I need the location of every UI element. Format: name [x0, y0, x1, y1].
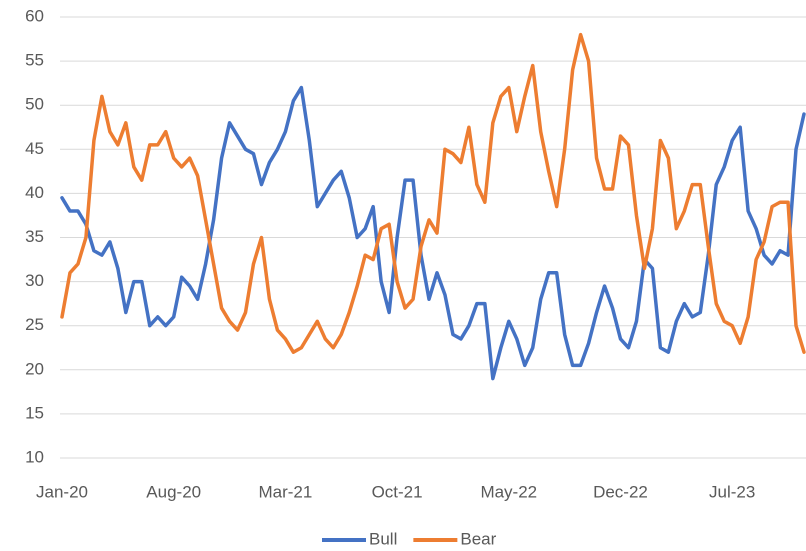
x-tick-label: Aug-20 [146, 482, 201, 501]
y-tick-label: 20 [25, 359, 44, 378]
series-line [60, 32, 806, 354]
x-tick-label: Jan-20 [36, 482, 88, 501]
y-tick-label: 40 [25, 183, 44, 202]
y-tick-label: 10 [25, 447, 44, 466]
series-line [60, 85, 806, 381]
x-tick-label: Mar-21 [258, 482, 312, 501]
y-tick-label: 55 [25, 51, 44, 70]
y-tick-label: 30 [25, 271, 44, 290]
legend-label: Bear [460, 529, 496, 548]
x-tick-label: Dec-22 [593, 482, 648, 501]
y-tick-label: 35 [25, 227, 44, 246]
x-tick-label: Oct-21 [372, 482, 423, 501]
y-tick-label: 25 [25, 315, 44, 334]
y-tick-label: 50 [25, 95, 44, 114]
y-tick-label: 60 [25, 6, 44, 25]
legend-label: Bull [369, 529, 397, 548]
x-tick-label: May-22 [480, 482, 537, 501]
y-tick-label: 45 [25, 139, 44, 158]
y-tick-label: 15 [25, 403, 44, 422]
x-tick-label: Jul-23 [709, 482, 755, 501]
